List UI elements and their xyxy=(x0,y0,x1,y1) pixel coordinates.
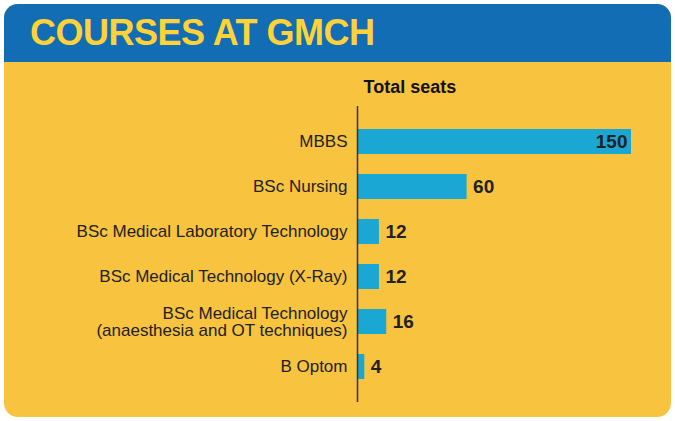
svg-text:150: 150 xyxy=(596,131,628,152)
html-text:COURSES AT GMCH: COURSES AT GMCH xyxy=(30,12,375,53)
svg-text:BSc Medical Technology (X-Ray): BSc Medical Technology (X-Ray) xyxy=(99,267,347,286)
svg-text:BSc Medical Technology(anaesth: BSc Medical Technology(anaesthesia and O… xyxy=(96,304,348,340)
svg-text:BSc Medical Laboratory Technol: BSc Medical Laboratory Technology xyxy=(77,222,348,241)
svg-text:B Optom: B Optom xyxy=(280,357,347,376)
svg-text:Total seats: Total seats xyxy=(364,77,457,97)
svg-text:BSc Nursing: BSc Nursing xyxy=(253,177,347,196)
svg-text:12: 12 xyxy=(385,266,406,287)
svg-text:MBBS: MBBS xyxy=(299,132,347,151)
svg-text:12: 12 xyxy=(385,221,406,242)
svg-text:4: 4 xyxy=(371,356,382,377)
svg-text:60: 60 xyxy=(473,176,494,197)
svg-text:16: 16 xyxy=(393,311,414,332)
